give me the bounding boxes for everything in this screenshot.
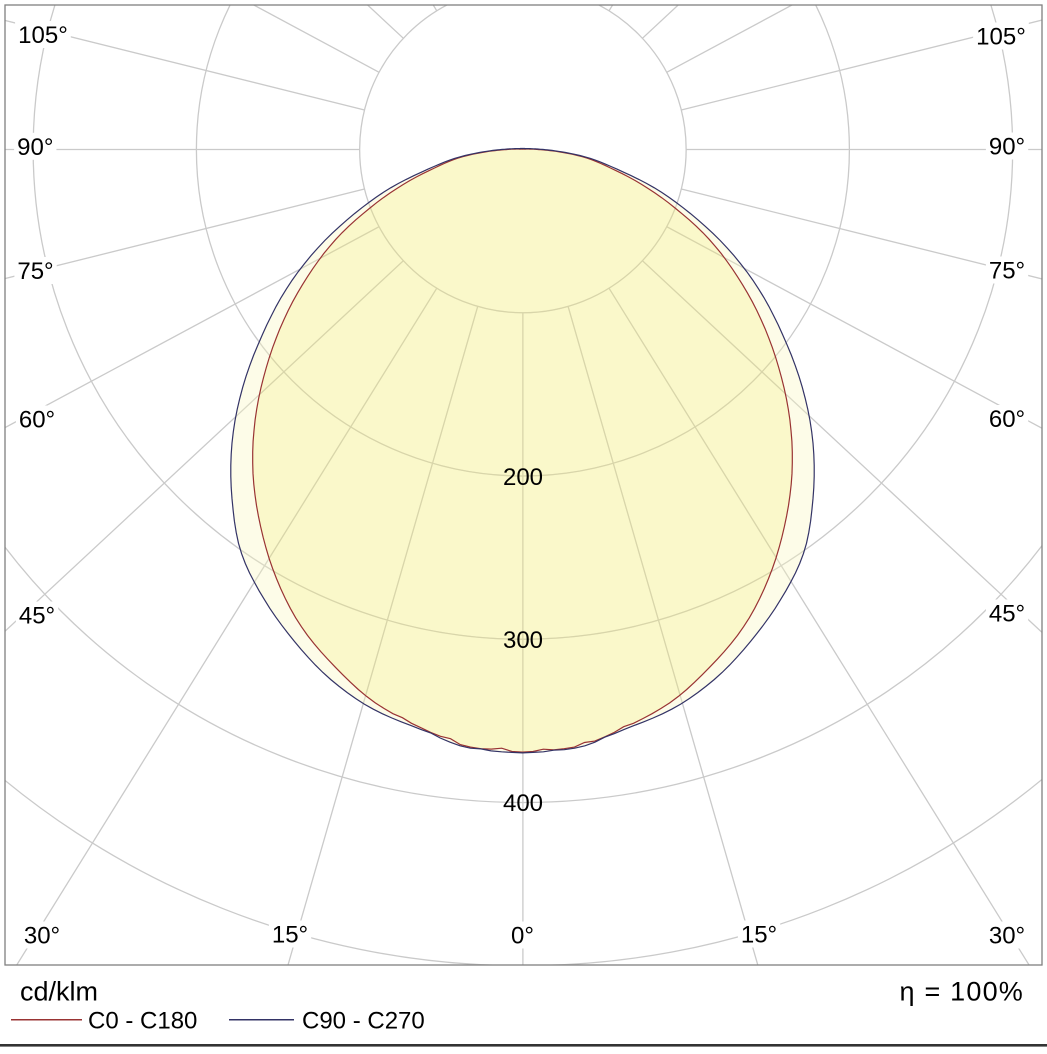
svg-text:75°: 75° <box>17 258 53 285</box>
svg-text:105°: 105° <box>18 22 68 49</box>
svg-text:0°: 0° <box>511 923 534 950</box>
svg-text:75°: 75° <box>989 258 1025 285</box>
svg-text:C0 - C180: C0 - C180 <box>88 1008 197 1035</box>
svg-text:30°: 30° <box>24 923 60 950</box>
svg-text:60°: 60° <box>19 407 55 434</box>
svg-text:cd/klm: cd/klm <box>20 977 98 1007</box>
svg-text:300: 300 <box>503 627 543 654</box>
svg-text:30°: 30° <box>989 923 1025 950</box>
svg-text:45°: 45° <box>19 603 55 630</box>
svg-text:η = 100%: η = 100% <box>900 977 1024 1007</box>
svg-text:200: 200 <box>503 464 543 491</box>
svg-text:C90 - C270: C90 - C270 <box>302 1008 425 1035</box>
svg-text:105°: 105° <box>976 24 1026 51</box>
svg-text:90°: 90° <box>989 134 1025 161</box>
svg-text:45°: 45° <box>989 601 1025 628</box>
svg-text:15°: 15° <box>741 922 777 949</box>
svg-text:15°: 15° <box>272 922 308 949</box>
svg-text:400: 400 <box>503 790 543 817</box>
svg-text:60°: 60° <box>989 406 1025 433</box>
svg-text:90°: 90° <box>17 134 53 161</box>
